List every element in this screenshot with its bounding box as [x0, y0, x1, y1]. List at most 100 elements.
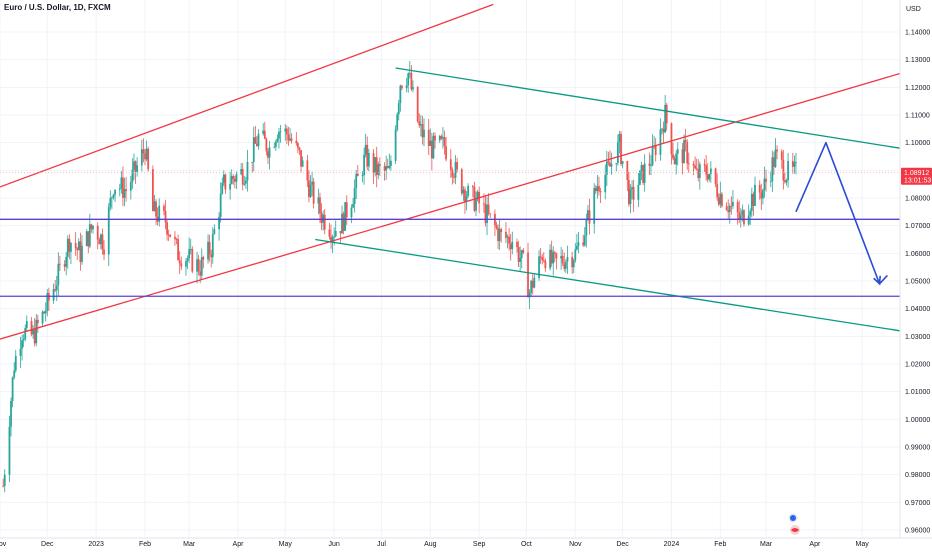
candle-body	[350, 207, 353, 218]
candle-body	[96, 225, 99, 240]
x-tick-label: May	[856, 541, 870, 548]
candle-body	[101, 234, 104, 250]
x-tick-label: Jun	[329, 541, 340, 548]
candle-body	[118, 188, 121, 190]
candle-body	[509, 243, 512, 250]
candle-body	[8, 426, 11, 475]
candle-body	[14, 355, 17, 371]
candle-body	[621, 160, 624, 165]
candle-body	[344, 202, 347, 231]
candle-body	[544, 260, 547, 269]
candle-body	[542, 259, 545, 261]
candle-body	[462, 189, 465, 194]
candle-body	[752, 193, 755, 206]
candle-body	[353, 188, 356, 204]
candle-body	[626, 160, 629, 181]
candle-body	[196, 259, 198, 272]
candle-body	[594, 187, 597, 192]
candle-body	[454, 162, 457, 178]
candle-body	[55, 285, 58, 291]
candle-body	[300, 150, 302, 167]
candle-body	[66, 238, 69, 257]
candle-body	[577, 242, 580, 246]
candle-body	[482, 203, 485, 205]
candle-body	[517, 247, 520, 262]
candle-body	[434, 135, 436, 141]
candle-body	[273, 146, 276, 148]
candle-body	[276, 138, 279, 142]
candle-body	[664, 104, 667, 133]
x-tick-label: Oct	[521, 541, 532, 548]
candle-body	[550, 249, 553, 264]
candle-body	[207, 241, 209, 260]
candle-body	[265, 138, 268, 152]
candle-body	[564, 261, 567, 269]
candle-body	[495, 225, 498, 228]
candle-body	[339, 231, 342, 234]
candle-body	[708, 173, 711, 180]
candle-body	[386, 166, 389, 169]
candle-body	[761, 190, 764, 199]
candle-body	[25, 321, 28, 329]
candle-body	[706, 174, 709, 180]
candle-body	[615, 163, 618, 165]
candle-body	[243, 183, 246, 185]
candle-body	[35, 319, 38, 344]
candle-body	[670, 123, 673, 155]
candle-body	[741, 210, 744, 216]
currency-label: USD	[906, 6, 921, 13]
candle-body	[780, 151, 783, 160]
candle-body	[328, 229, 331, 237]
candle-body	[665, 104, 668, 124]
candle-body	[560, 255, 563, 259]
candle-body	[22, 339, 25, 341]
candle-body	[401, 85, 403, 89]
time-axis	[0, 538, 932, 550]
candle-body	[795, 162, 797, 163]
projection-arrowhead	[873, 275, 882, 286]
candle-body	[605, 161, 608, 175]
candle-body	[527, 252, 529, 298]
candle-body	[519, 258, 522, 262]
candle-body	[632, 187, 635, 200]
candle-body	[604, 174, 607, 193]
candle-body	[144, 153, 146, 160]
candle-body	[728, 205, 731, 213]
candle-body	[528, 292, 531, 298]
candle-body	[662, 128, 665, 133]
green-channel-upper-line	[395, 67, 901, 149]
candle-body	[736, 202, 739, 213]
candle-body	[610, 164, 613, 167]
candle-body	[476, 191, 479, 200]
red-channel-upper-line	[0, 3, 494, 188]
candle-body	[697, 169, 700, 178]
candle-body	[330, 236, 332, 242]
candle-body	[765, 178, 767, 182]
candle-body	[224, 174, 227, 190]
candle-body	[552, 252, 555, 264]
candle-body	[582, 242, 585, 246]
candle-body	[279, 131, 282, 133]
candle-body	[774, 149, 777, 167]
candle-body	[155, 201, 157, 217]
candle-body	[769, 181, 772, 182]
candle-body	[394, 129, 397, 161]
candle-body	[675, 153, 678, 165]
candle-body	[421, 124, 424, 138]
candle-body	[609, 162, 611, 167]
candle-body	[555, 253, 558, 259]
candle-body	[19, 348, 22, 356]
candle-body	[267, 151, 269, 158]
candle-body	[596, 186, 599, 192]
candle-body	[355, 173, 358, 189]
candle-body	[333, 236, 336, 238]
candle-body	[256, 143, 258, 147]
y-tick-label: 1.05000	[905, 279, 930, 286]
candle-body	[114, 189, 116, 195]
x-tick-label: Aug	[424, 541, 437, 548]
candle-body	[445, 146, 447, 160]
candle-body	[210, 254, 213, 258]
candle-body	[309, 184, 312, 197]
